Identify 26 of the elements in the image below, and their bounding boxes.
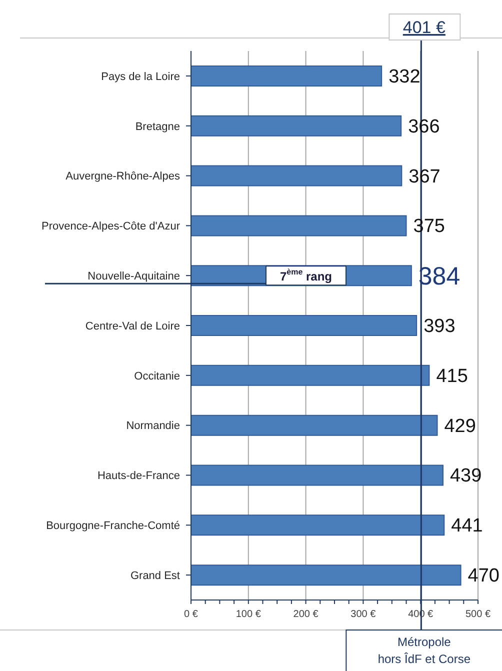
data-label: 441 bbox=[451, 516, 483, 537]
text: Métropole hors ÎdF et Corse bbox=[378, 635, 471, 666]
y-tick-label: Nouvelle-Aquitaine bbox=[88, 270, 180, 282]
data-label: 393 bbox=[424, 316, 456, 338]
data-label: 332 bbox=[388, 66, 420, 88]
y-tick-label: Hauts-de-France bbox=[97, 470, 180, 482]
x-tick-label: 300 € bbox=[350, 609, 376, 620]
x-tick-label: 200 € bbox=[293, 609, 319, 620]
y-tick-label: Bretagne bbox=[135, 120, 180, 133]
y-tick-label: Grand Est bbox=[130, 570, 180, 582]
x-tick-label: 0 € bbox=[184, 609, 198, 620]
ref-line-label: 401 € bbox=[402, 18, 446, 37]
y-tick-label: Auvergne-Rhône-Alpes bbox=[66, 170, 180, 183]
data-label: 429 bbox=[444, 416, 476, 437]
x-tick-label: 100 € bbox=[236, 609, 262, 620]
data-label: 470 bbox=[468, 566, 500, 587]
y-tick-label: Centre-Val de Loire bbox=[85, 320, 180, 332]
y-tick-label: Normandie bbox=[126, 420, 180, 432]
y-tick-label: Occitanie bbox=[134, 370, 180, 382]
y-tick-label: Provence-Alpes-Côte d'Azur bbox=[42, 220, 180, 233]
data-label: 439 bbox=[450, 466, 482, 487]
y-tick-label: Pays de la Loire bbox=[101, 70, 180, 83]
y-tick-label: Bourgogne-Franche-Comté bbox=[46, 520, 180, 532]
x-tick-label: 500 € bbox=[465, 609, 491, 620]
data-label: 415 bbox=[436, 366, 468, 387]
annotation: 7$^{ème}$ rang bbox=[280, 268, 332, 284]
